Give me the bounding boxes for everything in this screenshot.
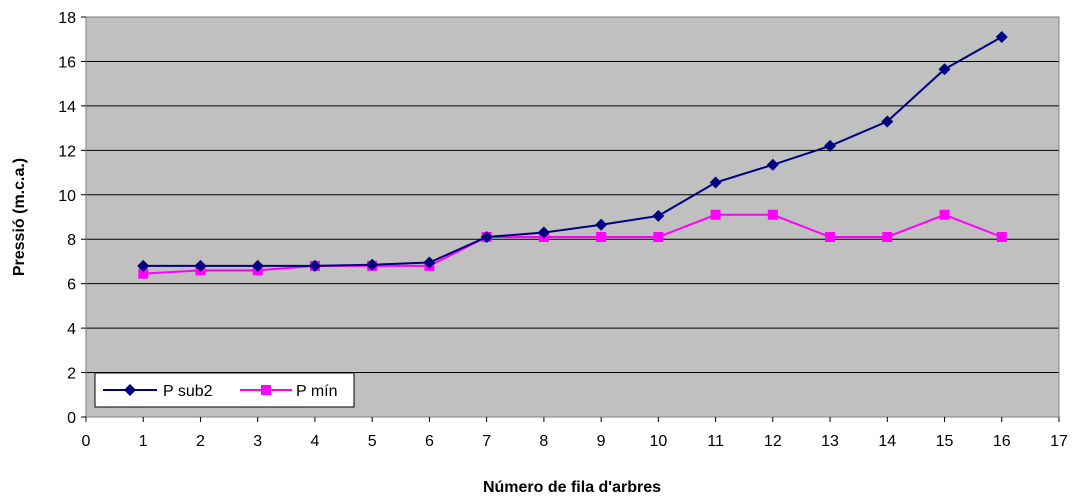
x-tick-label: 15: [936, 433, 954, 450]
data-point: [194, 259, 207, 272]
y-tick-label: 0: [67, 410, 76, 427]
series-line-pmn: [143, 213, 1003, 275]
y-tick-label: 8: [67, 232, 76, 249]
y-tick-label: 16: [58, 54, 76, 71]
data-point: [653, 232, 664, 242]
plot-border: [85, 16, 1060, 418]
legend-marker-psub2: [124, 384, 136, 396]
data-point: [767, 209, 778, 220]
y-tick-label: 12: [58, 143, 76, 160]
x-tick-label: 7: [482, 433, 491, 450]
x-tick-label: 2: [196, 433, 205, 450]
data-point: [137, 259, 150, 272]
x-tick-label: 16: [993, 433, 1011, 450]
data-point: [825, 232, 836, 242]
legend-label-psub2: P sub2: [163, 383, 213, 400]
x-axis-title: Número de fila d'arbres: [483, 479, 661, 496]
data-point: [595, 218, 608, 231]
x-tick-label: 12: [764, 433, 782, 450]
legend: P sub2 P mín: [94, 372, 355, 408]
data-point: [882, 232, 893, 242]
y-tick-label: 2: [67, 366, 76, 383]
x-tick-label: 10: [649, 433, 667, 450]
data-point: [766, 158, 779, 171]
x-tick-label: 6: [425, 433, 434, 450]
series-layer: [137, 31, 1008, 279]
data-point: [709, 176, 722, 189]
y-tick-label: 4: [67, 321, 76, 338]
data-point: [652, 209, 665, 222]
data-point: [995, 31, 1008, 43]
x-tick-label: 4: [310, 433, 319, 450]
x-tick-label: 14: [878, 433, 896, 450]
data-point: [308, 259, 321, 272]
x-tick-label: 11: [707, 433, 724, 450]
data-point: [537, 226, 550, 239]
data-point: [938, 63, 951, 76]
data-point: [824, 139, 837, 152]
data-point: [710, 209, 721, 220]
x-tick-label: 8: [539, 433, 548, 450]
data-point: [251, 259, 264, 272]
data-point: [480, 231, 493, 243]
data-point: [596, 232, 607, 242]
data-point: [138, 268, 149, 279]
series-psub2: [137, 31, 1008, 272]
x-tick-label: 17: [1050, 433, 1068, 450]
data-point: [939, 209, 950, 220]
data-point: [996, 232, 1007, 242]
plot-area: [86, 17, 1059, 417]
y-ticks: 0 2 4 6 8 10 12 14 16 18: [58, 10, 86, 427]
y-tick-label: 14: [58, 99, 76, 116]
y-tick-label: 6: [67, 277, 76, 294]
series-line-psub2: [143, 36, 1003, 267]
y-tick-label: 18: [58, 10, 76, 27]
x-tick-label: 9: [597, 433, 606, 450]
x-tick-label: 13: [821, 433, 839, 450]
x-tick-label: 3: [253, 433, 262, 450]
x-tick-label: 0: [82, 433, 91, 450]
data-point: [366, 258, 379, 271]
x-tick-label: 1: [139, 433, 148, 450]
x-tick-label: 5: [368, 433, 377, 450]
data-point: [423, 256, 436, 269]
y-axis-title: Pressió (m.c.a.): [11, 158, 28, 276]
y-tick-label: 10: [58, 188, 76, 205]
legend-marker-pmin: [261, 385, 271, 395]
legend-label-pmin: P mín: [296, 383, 338, 400]
data-point: [881, 115, 894, 128]
x-ticks: 0 1 2 3 4 5 6 7 8 9 10 11 12 13 14 15 16 17: [82, 417, 1068, 450]
